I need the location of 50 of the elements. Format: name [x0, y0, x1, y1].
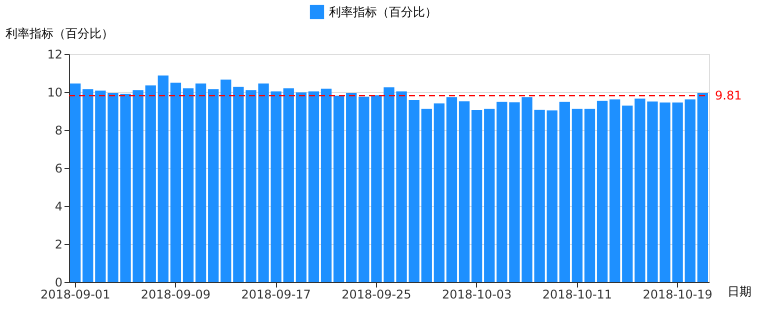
- x-tick-label: 2018-10-03: [442, 288, 512, 302]
- bar: [220, 80, 232, 282]
- bar: [622, 106, 633, 282]
- bar: [610, 99, 620, 282]
- bar: [145, 85, 156, 282]
- x-tick-label: 2018-10-19: [642, 288, 712, 302]
- bar: [70, 83, 81, 282]
- bar: [320, 88, 332, 282]
- bar: [458, 101, 470, 282]
- y-tick-label: 2: [54, 238, 62, 252]
- bar: [82, 89, 94, 282]
- bar: [195, 83, 206, 282]
- bar: [546, 110, 558, 282]
- y-tick-label: 4: [54, 200, 62, 214]
- bar: [333, 96, 344, 282]
- x-tick-label: 2018-09-17: [241, 288, 311, 302]
- bar: [434, 103, 445, 282]
- x-tick-label: 2018-09-25: [342, 288, 412, 302]
- bar: [421, 108, 432, 282]
- bar: [170, 82, 182, 282]
- bar: [358, 96, 370, 282]
- bar: [208, 89, 219, 282]
- bar: [572, 108, 583, 282]
- bar: [296, 92, 307, 282]
- bar: [559, 102, 570, 282]
- y-tick-label: 0: [54, 276, 62, 290]
- bar: [408, 100, 420, 282]
- bar: [471, 110, 482, 282]
- y-tick-label: 12: [47, 48, 62, 62]
- y-tick-label: 10: [47, 86, 62, 100]
- y-tick-label: 6: [54, 162, 62, 176]
- x-tick-label: 2018-10-11: [542, 288, 612, 302]
- bar: [346, 92, 357, 282]
- ref-line-label: 9.81: [715, 88, 742, 103]
- bar: [283, 88, 294, 282]
- y-tick-label: 8: [54, 124, 62, 138]
- y-axis-title: 利率指标（百分比）: [6, 26, 114, 40]
- bar: [446, 97, 458, 282]
- bar: [182, 88, 194, 282]
- bar: [584, 108, 596, 282]
- bar: [308, 91, 320, 282]
- bar: [596, 100, 608, 282]
- legend-label: 利率指标（百分比）: [329, 5, 437, 19]
- bar: [158, 75, 168, 282]
- bar: [484, 108, 495, 282]
- x-tick-label: 2018-09-09: [140, 288, 211, 302]
- x-tick-label: 2018-09-01: [40, 288, 110, 302]
- bar: [684, 99, 696, 282]
- x-axis-title: 日期: [728, 284, 752, 298]
- bar: [697, 92, 708, 282]
